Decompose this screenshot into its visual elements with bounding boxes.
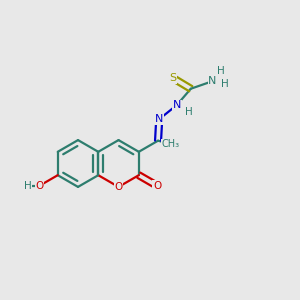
Text: S: S [170,73,177,83]
Text: N: N [172,100,181,110]
Text: H: H [218,66,225,76]
Text: O: O [35,181,44,191]
Text: N: N [208,76,217,86]
Text: CH₃: CH₃ [162,139,180,149]
Text: H: H [221,79,229,88]
Text: N: N [155,114,164,124]
Text: H: H [24,181,32,191]
Text: H: H [184,107,192,117]
Text: O: O [114,182,123,192]
Text: O: O [153,181,161,191]
